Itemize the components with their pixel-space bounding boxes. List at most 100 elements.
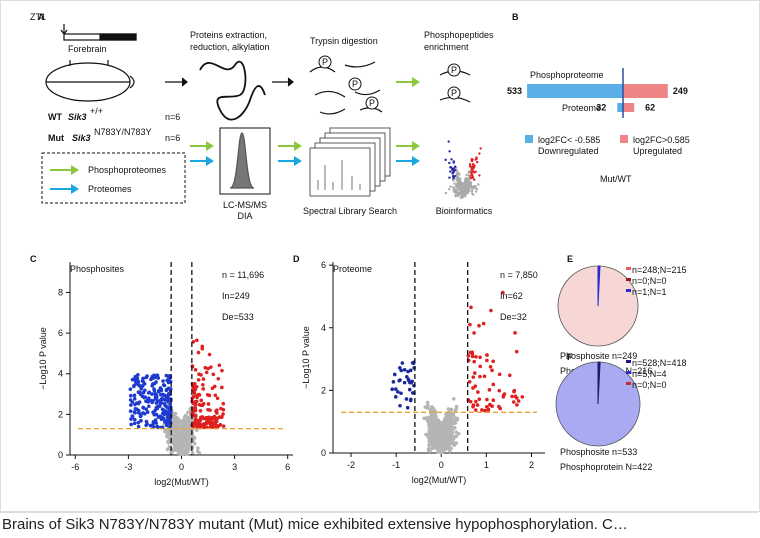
dot xyxy=(138,390,142,395)
dot xyxy=(166,391,171,396)
dot xyxy=(138,414,143,419)
dot xyxy=(485,358,489,363)
dot xyxy=(481,321,486,326)
plot-title: Proteome xyxy=(333,264,372,274)
dot xyxy=(455,183,458,186)
dot xyxy=(464,178,467,182)
dot xyxy=(442,441,446,446)
dot xyxy=(147,390,152,395)
dot xyxy=(459,181,463,184)
dot xyxy=(465,188,469,191)
dot xyxy=(457,192,461,196)
dot xyxy=(182,419,187,424)
dot xyxy=(175,416,179,420)
dot xyxy=(398,403,402,408)
legend-text: n=528;N=418 xyxy=(632,358,687,368)
label: reduction, alkylation xyxy=(190,42,270,52)
dot xyxy=(459,186,462,190)
dot xyxy=(193,387,198,392)
frame xyxy=(0,0,760,512)
dot xyxy=(444,412,448,416)
dot xyxy=(206,402,211,406)
dot xyxy=(136,420,141,425)
dot xyxy=(477,323,481,328)
dot xyxy=(467,379,472,384)
dot xyxy=(449,166,453,169)
dot xyxy=(408,398,413,403)
dot xyxy=(507,373,512,378)
dot xyxy=(177,426,182,431)
dot xyxy=(203,365,208,370)
dot xyxy=(478,364,483,369)
legend-swatch xyxy=(626,382,631,385)
dot xyxy=(221,412,225,416)
label: +/+ xyxy=(90,106,103,116)
dot xyxy=(179,421,184,426)
dot xyxy=(210,386,215,391)
stat-label: n = 11,696 xyxy=(222,270,264,280)
dot xyxy=(446,417,451,422)
dot xyxy=(450,437,455,442)
dot xyxy=(207,352,212,357)
dot xyxy=(154,401,159,405)
dot xyxy=(452,176,455,180)
dot xyxy=(184,429,189,434)
dot xyxy=(470,354,475,359)
bar-down xyxy=(527,84,623,98)
dot xyxy=(491,359,495,364)
dot xyxy=(136,424,141,429)
dot xyxy=(183,451,187,456)
x-tick-label: 6 xyxy=(285,462,290,472)
dot xyxy=(429,419,434,424)
dot xyxy=(148,423,153,428)
dot xyxy=(183,436,188,440)
dot xyxy=(480,408,484,412)
dot xyxy=(430,446,435,451)
dot xyxy=(453,421,457,425)
dot xyxy=(447,140,450,143)
y-tick-label: 2 xyxy=(321,385,326,395)
dot xyxy=(440,433,445,437)
value-label: 32 xyxy=(596,103,606,113)
dot xyxy=(152,373,156,378)
legend-swatch xyxy=(620,135,628,143)
dot xyxy=(144,419,149,424)
dot xyxy=(473,164,476,167)
dot xyxy=(144,423,148,428)
dot xyxy=(214,409,218,414)
legend-swatch xyxy=(626,360,631,363)
dot xyxy=(171,440,176,444)
dot xyxy=(464,185,468,188)
dot xyxy=(454,194,457,198)
mini-volcano xyxy=(444,140,482,200)
dot xyxy=(514,349,519,354)
dot xyxy=(211,422,216,426)
phospho-circle xyxy=(365,96,379,110)
dot xyxy=(206,366,210,371)
dot xyxy=(177,437,182,441)
pie-caption: Phosphoprotein N=422 xyxy=(560,462,652,472)
dot xyxy=(158,386,163,390)
dot xyxy=(501,394,506,399)
dot xyxy=(185,415,189,420)
dot xyxy=(399,391,403,396)
dot xyxy=(194,384,199,389)
dot xyxy=(129,422,133,427)
phospho-mark: P xyxy=(451,65,457,75)
dot xyxy=(478,355,482,360)
dot xyxy=(176,450,181,454)
dot xyxy=(451,425,456,430)
label: Mut xyxy=(48,133,64,143)
dot xyxy=(451,397,456,401)
dot xyxy=(446,407,451,411)
dot xyxy=(220,385,224,390)
dot xyxy=(469,305,473,310)
figure-caption: Brains of Sik3 N783Y/N783Y mutant (Mut) … xyxy=(0,512,758,537)
dot xyxy=(190,451,195,455)
dot xyxy=(150,392,154,396)
dot xyxy=(150,400,154,405)
dot xyxy=(408,380,412,385)
dot xyxy=(132,421,137,426)
dot xyxy=(211,416,215,420)
dot xyxy=(137,400,142,404)
